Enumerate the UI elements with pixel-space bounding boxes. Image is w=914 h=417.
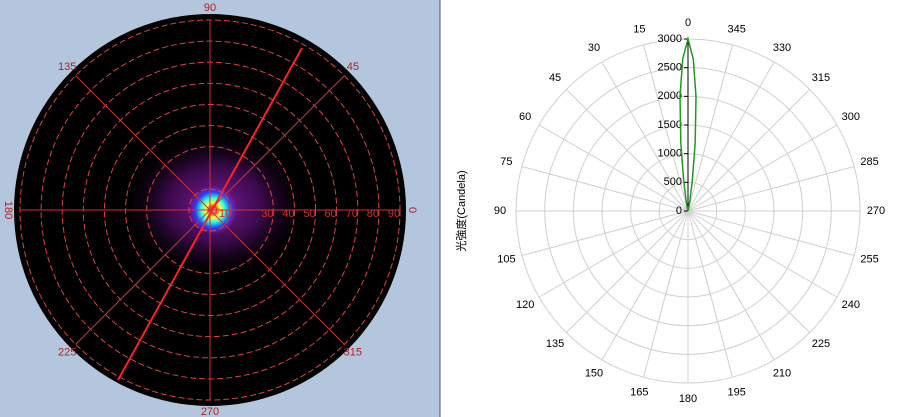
- theta-label: 90: [494, 205, 506, 217]
- theta-label: 315: [812, 72, 830, 84]
- r-tick-label: 1000: [658, 148, 682, 160]
- r-tick-label: 1500: [658, 119, 682, 131]
- r-tick-label: 3000: [658, 33, 682, 45]
- angle-label: 180: [2, 201, 14, 219]
- radius-label: 40: [282, 208, 294, 220]
- theta-label: 75: [500, 156, 512, 168]
- grid-spoke: [538, 210, 689, 298]
- grid-spoke: [538, 124, 689, 212]
- theta-label: 300: [842, 111, 860, 123]
- theta-label: 210: [773, 368, 791, 380]
- theta-label: 225: [812, 338, 830, 350]
- r-tick-label: 2500: [658, 62, 682, 74]
- angle-label: 270: [201, 406, 219, 417]
- theta-label: 195: [727, 387, 745, 399]
- theta-label: 240: [842, 299, 860, 311]
- theta-label: 270: [867, 205, 885, 217]
- angle-label: 315: [344, 347, 362, 359]
- theta-label: 255: [860, 254, 878, 266]
- theta-label: 165: [630, 387, 648, 399]
- radius-label: 70: [346, 208, 358, 220]
- spoke: [209, 75, 345, 211]
- grid-spoke: [687, 61, 775, 212]
- theta-label: 60: [519, 111, 531, 123]
- grid-spoke: [687, 44, 733, 212]
- angle-label: 225: [58, 347, 76, 359]
- grid-spoke: [687, 210, 838, 298]
- grid-spoke: [521, 166, 689, 212]
- grid-spoke: [687, 210, 855, 256]
- theta-label: 135: [546, 338, 564, 350]
- theta-label: 330: [773, 42, 791, 54]
- angle-label: 0: [406, 207, 418, 213]
- grid-spoke: [687, 166, 855, 212]
- grid-spoke: [521, 210, 689, 256]
- radius-label: 30: [261, 208, 273, 220]
- theta-label: 345: [727, 23, 745, 35]
- angle-label: 45: [347, 61, 359, 73]
- radius-label: 50: [303, 208, 315, 220]
- grid-spoke: [601, 210, 689, 361]
- angle-label: 90: [204, 2, 216, 14]
- grid-spoke: [687, 124, 838, 212]
- grid-spoke: [601, 61, 689, 212]
- radius-label: 60: [325, 208, 337, 220]
- theta-label: 285: [860, 156, 878, 168]
- theta-label: 0: [685, 17, 691, 29]
- grid-spoke: [687, 210, 810, 333]
- theta-label: 45: [549, 72, 561, 84]
- theta-label: 150: [585, 368, 603, 380]
- theta-label: 30: [588, 42, 600, 54]
- r-tick-label: 2000: [658, 90, 682, 102]
- radius-label: 80: [367, 208, 379, 220]
- spoke: [209, 209, 345, 345]
- y-axis-label: 光強度(Candela): [454, 170, 468, 251]
- angle-label: 135: [58, 61, 76, 73]
- grid-spoke: [566, 89, 689, 212]
- radius-label: 10: [219, 208, 231, 220]
- theta-label: 120: [516, 299, 534, 311]
- series-line: [679, 36, 697, 212]
- r-tick-label: 500: [664, 176, 682, 188]
- grid-spoke: [643, 210, 689, 378]
- grid-spoke: [687, 89, 810, 212]
- grid-spoke: [643, 44, 689, 212]
- theta-label: 105: [497, 254, 515, 266]
- grid-spoke: [566, 210, 689, 333]
- theta-label: 180: [679, 393, 697, 405]
- theta-label: 15: [633, 23, 645, 35]
- grid-spoke: [687, 210, 733, 378]
- r-tick-label: 0: [676, 205, 682, 217]
- grid-spoke: [687, 210, 775, 361]
- radius-label: 90: [388, 208, 400, 220]
- spoke: [75, 209, 211, 345]
- spoke: [75, 75, 211, 211]
